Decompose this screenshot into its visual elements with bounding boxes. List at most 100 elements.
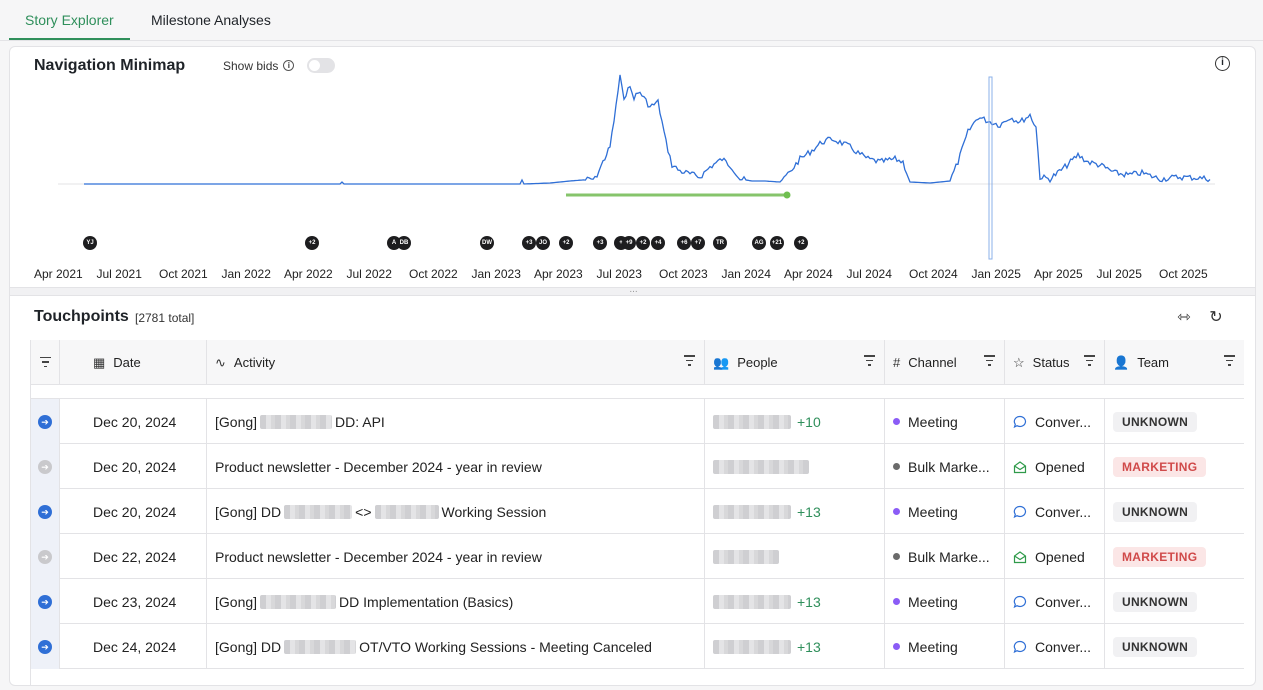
status-cell: Conver... bbox=[1005, 489, 1105, 534]
header-date[interactable]: ▦ Date bbox=[85, 340, 207, 385]
reset-icon[interactable]: ↻ bbox=[1209, 309, 1223, 326]
channel-cell: Meeting bbox=[885, 489, 1005, 534]
avatar[interactable]: +21 bbox=[770, 236, 784, 250]
channel-dot bbox=[893, 598, 900, 605]
avatar[interactable]: +6 bbox=[677, 236, 691, 250]
activity-filter-icon[interactable] bbox=[683, 355, 696, 367]
avatar[interactable]: +2 bbox=[794, 236, 808, 250]
activity-cell[interactable]: [Gong] DD Implementation (Basics) bbox=[207, 579, 705, 624]
table-row bbox=[31, 385, 1244, 399]
avatar[interactable]: +3 bbox=[593, 236, 607, 250]
team-icon: 👤 bbox=[1113, 354, 1130, 370]
show-bids-toggle[interactable] bbox=[307, 58, 336, 73]
date-cell: Dec 20, 2024 bbox=[85, 489, 207, 534]
channel-cell: Bulk Marke... bbox=[885, 534, 1005, 579]
activity-text: Working Session bbox=[441, 503, 547, 520]
activity-cell[interactable]: Product newsletter - December 2024 - yea… bbox=[207, 444, 705, 489]
envelope-open-icon bbox=[1013, 550, 1027, 563]
open-icon[interactable]: ➔ bbox=[38, 594, 52, 609]
table-row[interactable]: ➔ Dec 20, 2024 [Gong] DD: API +10 Meeting… bbox=[31, 399, 1244, 444]
table-row[interactable]: ➔ Dec 23, 2024 [Gong] DD Implementation (… bbox=[31, 579, 1244, 624]
tab-story-explorer[interactable]: Story Explorer bbox=[9, 0, 130, 40]
avatar[interactable]: +7 bbox=[691, 236, 705, 250]
people-cell[interactable]: +13 bbox=[705, 624, 885, 669]
header-channel[interactable]: # Channel bbox=[885, 340, 1005, 385]
avatar[interactable]: DB bbox=[397, 236, 411, 250]
people-cell[interactable]: +13 bbox=[705, 489, 885, 534]
resize-handle[interactable]: ... bbox=[10, 285, 1255, 296]
open-icon[interactable]: ➔ bbox=[38, 504, 52, 519]
status-filter-icon[interactable] bbox=[1083, 355, 1096, 367]
table-row[interactable]: ➔ Dec 20, 2024 [Gong] DD <> Working Sessio… bbox=[31, 489, 1244, 534]
open-icon[interactable]: ➔ bbox=[38, 639, 52, 654]
x-tick-label: Jan 2022 bbox=[221, 267, 271, 281]
status-cell: Opened bbox=[1005, 444, 1105, 489]
activity-text: [Gong] DD bbox=[215, 503, 282, 520]
header-activity-label: Activity bbox=[233, 355, 276, 370]
x-tick-label: Jul 2021 bbox=[96, 267, 142, 281]
channel-cell: Meeting bbox=[885, 399, 1005, 444]
team-cell: UNKNOWN bbox=[1105, 489, 1244, 534]
people-cell[interactable] bbox=[705, 534, 885, 579]
avatar[interactable]: YJ bbox=[83, 236, 97, 250]
people-cell[interactable]: +10 bbox=[705, 399, 885, 444]
open-icon[interactable]: ➔ bbox=[38, 549, 52, 564]
row-select-cell: ➔ bbox=[31, 624, 60, 669]
header-team[interactable]: 👤 Team bbox=[1105, 340, 1244, 385]
channel-text: Bulk Marke... bbox=[908, 458, 990, 475]
team-badge: UNKNOWN bbox=[1113, 501, 1198, 522]
open-icon[interactable]: ➔ bbox=[38, 414, 52, 429]
status-text: Conver... bbox=[1035, 413, 1092, 430]
activity-text: [Gong] bbox=[215, 413, 258, 430]
activity-cell[interactable]: Product newsletter - December 2024 - yea… bbox=[207, 534, 705, 579]
avatar[interactable]: +2 bbox=[305, 236, 319, 250]
redacted-people bbox=[713, 639, 791, 654]
minimap-chart[interactable] bbox=[10, 47, 1256, 287]
header-activity[interactable]: ∿ Activity bbox=[207, 340, 705, 385]
team-filter-icon[interactable] bbox=[1223, 355, 1236, 367]
redacted-text bbox=[260, 594, 337, 609]
activity-cell[interactable]: [Gong] DD <> Working Session bbox=[207, 489, 705, 534]
x-tick-label: Jul 2022 bbox=[346, 267, 392, 281]
avatar[interactable]: TR bbox=[713, 236, 727, 250]
activity-text: DD: API bbox=[335, 413, 385, 430]
header-people[interactable]: 👥 People bbox=[705, 340, 885, 385]
redacted-text bbox=[284, 504, 353, 519]
channel-text: Meeting bbox=[908, 593, 958, 610]
people-cell[interactable]: +13 bbox=[705, 579, 885, 624]
channel-filter-icon[interactable] bbox=[983, 355, 996, 367]
people-cell[interactable] bbox=[705, 444, 885, 489]
header-status[interactable]: ☆ Status bbox=[1005, 340, 1105, 385]
channel-text: Meeting bbox=[908, 503, 958, 520]
row-select-cell: ➔ bbox=[31, 489, 60, 534]
header-people-label: People bbox=[737, 355, 778, 370]
avatar[interactable]: AG bbox=[752, 236, 766, 250]
avatar[interactable]: +2 bbox=[559, 236, 573, 250]
avatar[interactable]: +9 bbox=[622, 236, 636, 250]
table-row[interactable]: ➔ Dec 22, 2024 Product newsletter - Dece… bbox=[31, 534, 1244, 579]
touchpoints-table: ▦ Date ∿ Activity 👥 People # Channel ☆ Status… bbox=[30, 340, 1244, 685]
x-tick-label: Jan 2023 bbox=[471, 267, 521, 281]
people-filter-icon[interactable] bbox=[863, 355, 876, 367]
x-tick-label: Oct 2024 bbox=[909, 267, 958, 281]
channel-dot bbox=[893, 418, 900, 425]
avatar[interactable]: +4 bbox=[651, 236, 665, 250]
activity-cell[interactable]: [Gong] DD OT/VTO Working Sessions - Meeti… bbox=[207, 624, 705, 669]
tab-milestone-analyses[interactable]: Milestone Analyses bbox=[151, 12, 271, 28]
avatar[interactable]: +3 bbox=[522, 236, 536, 250]
date-text: Dec 20, 2024 bbox=[93, 413, 177, 430]
table-row[interactable]: ➔ Dec 24, 2024 [Gong] DD OT/VTO Working S… bbox=[31, 624, 1244, 669]
channel-cell: Meeting bbox=[885, 624, 1005, 669]
avatar[interactable]: DW bbox=[480, 236, 494, 250]
row-select-cell: ➔ bbox=[31, 444, 60, 489]
team-cell: UNKNOWN bbox=[1105, 624, 1244, 669]
avatar[interactable]: +2 bbox=[636, 236, 650, 250]
minimap-info-icon[interactable]: i bbox=[1215, 56, 1230, 71]
filter-icon[interactable] bbox=[39, 356, 52, 369]
open-icon[interactable]: ➔ bbox=[38, 459, 52, 474]
status-text: Conver... bbox=[1035, 593, 1092, 610]
fit-columns-icon[interactable]: ⇿ bbox=[1177, 309, 1191, 326]
table-row[interactable]: ➔ Dec 20, 2024 Product newsletter - Dece… bbox=[31, 444, 1244, 489]
activity-cell[interactable]: [Gong] DD: API bbox=[207, 399, 705, 444]
avatar[interactable]: JO bbox=[536, 236, 550, 250]
